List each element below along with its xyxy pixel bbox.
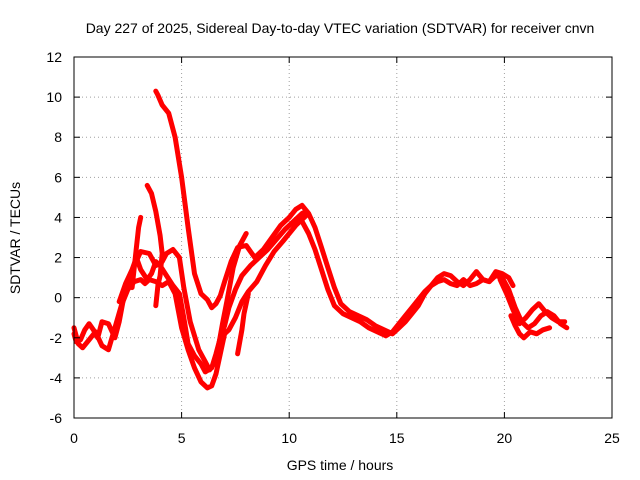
grid-lines — [74, 57, 612, 418]
x-tick-label: 15 — [389, 430, 405, 446]
y-tick-label: 0 — [54, 290, 62, 306]
axis-ticks: -6 -4 -2 0 2 4 6 8 10 12 0 5 10 15 20 25 — [46, 49, 620, 446]
series-arc-8 — [299, 219, 570, 339]
y-tick-label: 2 — [54, 250, 62, 266]
series-arc-2 — [71, 212, 309, 391]
y-tick-label: -2 — [50, 330, 63, 346]
series-arc-6 — [153, 88, 516, 337]
y-tick-label: -4 — [50, 370, 63, 386]
series-arc-4 — [129, 214, 144, 291]
x-tick-label: 25 — [604, 430, 620, 446]
plot-frame — [73, 56, 613, 419]
y-tick-label: -6 — [50, 410, 63, 426]
series-arc-10 — [508, 313, 553, 341]
y-tick-label: 6 — [54, 169, 62, 185]
x-tick-label: 10 — [281, 430, 297, 446]
series-arc-5 — [144, 182, 165, 309]
chart-title: Day 227 of 2025, Sidereal Day-to-day VTE… — [86, 20, 595, 36]
series-arc-7 — [235, 291, 251, 357]
y-tick-label: 4 — [54, 209, 62, 225]
series-arc-3 — [116, 208, 309, 375]
y-tick-label: 12 — [46, 49, 62, 65]
y-axis-label: SDTVAR / TECUs — [7, 182, 23, 294]
x-axis-label: GPS time / hours — [287, 457, 394, 473]
series-arc-9 — [497, 277, 568, 327]
x-tick-label: 5 — [178, 430, 186, 446]
x-tick-label: 20 — [497, 430, 513, 446]
y-tick-label: 10 — [46, 89, 62, 105]
data-series — [71, 88, 570, 391]
y-tick-label: 8 — [54, 129, 62, 145]
x-tick-label: 0 — [70, 430, 78, 446]
